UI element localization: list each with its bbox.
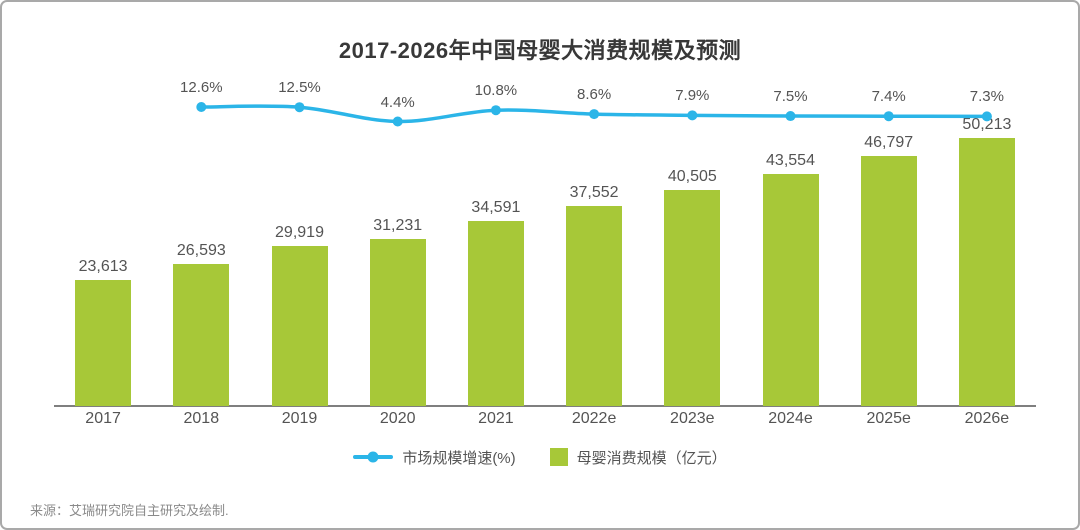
bar-2026e — [958, 138, 1015, 406]
line-marker-dot-icon — [367, 451, 379, 463]
bar-value-2020: 31,231 — [373, 217, 423, 235]
growth-label-2025e: 7.4% — [871, 88, 906, 106]
x-axis-label-2025e: 2025e — [866, 410, 911, 427]
legend-item-consumption-scale: 母婴消费规模（亿元） — [549, 447, 727, 468]
growth-point-2023e — [687, 110, 698, 121]
bar-value-2019: 29,919 — [275, 224, 324, 242]
growth-point-2022e — [589, 109, 600, 120]
growth-point-2018 — [196, 102, 207, 113]
bar-value-2018: 26,593 — [176, 242, 226, 260]
growth-point-2021 — [490, 105, 501, 116]
bar-2021 — [467, 221, 524, 406]
bar-2022e — [566, 205, 623, 406]
bar-2024e — [762, 173, 819, 406]
x-axis-label-2018: 2018 — [183, 410, 220, 427]
growth-point-2019 — [294, 102, 305, 113]
x-axis-label-2020: 2020 — [379, 410, 416, 427]
growth-point-2025e — [883, 111, 894, 122]
bar-marker-icon — [549, 448, 568, 466]
legend-item-growth-rate: 市场规模增速(%) — [353, 447, 516, 468]
x-axis-label-2023e: 2023e — [670, 410, 715, 427]
bar-value-2023e: 40,505 — [667, 167, 717, 185]
x-axis-label-2022e: 2022e — [571, 410, 617, 427]
growth-label-2026e: 7.3% — [969, 88, 1004, 106]
bar-2025e — [860, 156, 917, 406]
growth-label-2024e: 7.5% — [773, 88, 808, 105]
x-axis-line — [54, 405, 1036, 407]
growth-label-2022e: 8.6% — [576, 86, 612, 104]
legend-label-consumption-scale: 母婴消费规模（亿元） — [576, 449, 727, 467]
bar-value-2024e: 43,554 — [766, 151, 815, 169]
legend: 市场规模增速(%) 母婴消费规模（亿元） — [2, 446, 1078, 468]
chart-title: 2017-2026年中国母婴大消费规模及预测 — [338, 38, 742, 63]
growth-line — [199, 104, 989, 124]
growth-label-2023e: 7.9% — [675, 87, 710, 105]
growth-label-2019: 12.5% — [278, 79, 321, 97]
bar-2020 — [369, 239, 426, 406]
bar-2019 — [271, 246, 328, 406]
growth-label-2018: 12.6% — [180, 79, 223, 96]
legend-label-growth-rate: 市场规模增速(%) — [402, 449, 516, 467]
bar-2018 — [173, 264, 230, 406]
growth-label-2020: 4.4% — [380, 93, 415, 111]
growth-point-2024e — [785, 111, 796, 122]
x-axis-label-2021: 2021 — [478, 410, 514, 427]
bar-2023e — [664, 189, 721, 406]
x-axis-label-2024e: 2024e — [768, 410, 813, 427]
line-marker-icon — [353, 451, 394, 463]
x-axis-label-2017: 2017 — [85, 410, 121, 427]
growth-label-2021: 10.8% — [474, 82, 518, 100]
bar-2017 — [75, 280, 132, 406]
bar-value-2022e: 37,552 — [569, 183, 619, 201]
bar-value-2025e: 46,797 — [864, 134, 914, 152]
x-axis-label-2019: 2019 — [281, 410, 318, 427]
x-axis-label-2026e: 2026e — [964, 410, 1010, 427]
bar-value-2017: 23,613 — [78, 258, 128, 275]
source-note: 来源：艾瑞研究院自主研究及绘制. — [30, 503, 229, 518]
bar-value-2026e: 50,213 — [962, 116, 1012, 133]
growth-point-2020 — [392, 116, 403, 127]
bar-value-2021: 34,591 — [471, 199, 521, 217]
